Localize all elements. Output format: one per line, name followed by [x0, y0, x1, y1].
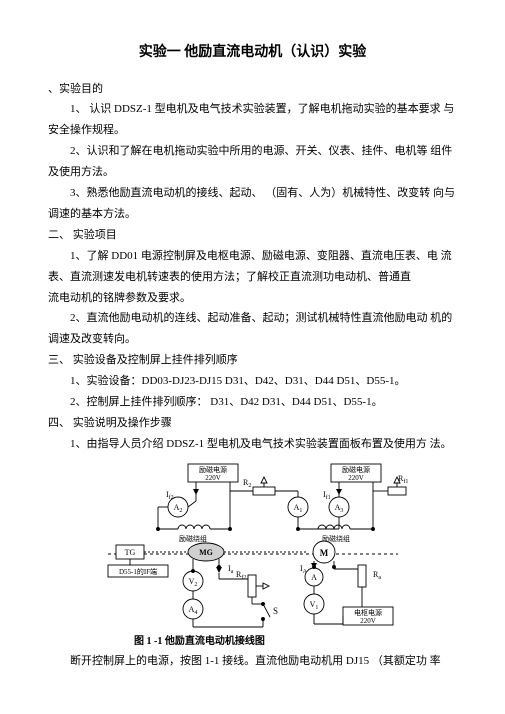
label-d55: D55-1的IF端: [118, 567, 156, 576]
label-电枢电源: 电枢电源: [354, 608, 382, 617]
label-ia-bl: Ia: [228, 564, 234, 575]
label-220v-l: 220V: [205, 474, 221, 482]
sec1-p1: 1、 认识 DDSZ-1 型电机及电气技术实验装置，了解电机拖动实验的基本要求 …: [48, 99, 457, 141]
meter-a-br: A: [311, 573, 317, 582]
sec2-p2: 2、直流他励电动机的连线、起动准备、起动；测试机械特性直流他励电动 机的调速及改…: [48, 308, 457, 350]
label-r2: R2: [243, 478, 251, 489]
label-mg: MG: [199, 548, 213, 557]
label-s: S: [273, 606, 278, 616]
footer-p: 断开控制屏上的电源，按图 1-1 接线。直流他励电动机用 DJ15 （其额定功 …: [48, 651, 457, 672]
label-励磁绕组-l: 励磁绕组: [179, 534, 207, 543]
label-220v-r: 220V: [348, 474, 364, 482]
label-r-br: Ra: [373, 570, 381, 581]
sec4-head: 四、 实验说明及操作步骤: [48, 413, 457, 434]
page-title: 实验一 他励直流电动机（认识）实验: [48, 40, 457, 67]
label-励磁电源-l: 励磁电源: [199, 465, 227, 474]
label-m: M: [319, 548, 328, 558]
label-ia-r: If1: [323, 490, 331, 501]
sec3-p2: 2、控制屏上挂件排列顺序： D31、D42 D31、D44 D51、D55-1。: [48, 392, 457, 413]
label-励磁电源-r: 励磁电源: [342, 465, 370, 474]
sec2-p1: 1、了解 DD01 电源控制屏及电枢电源、励磁电源、变阻器、直流电压表、电 流表…: [48, 246, 457, 288]
sec3-head: 三、 实验设备及控制屏上挂件排列顺序: [48, 350, 457, 371]
sec1-p2: 2、认识和了解在电机拖动实验中所用的电源、开关、仪表、挂件、电机等 组件及使用方…: [48, 141, 457, 183]
sec4-p1: 1、由指导人员介绍 DDSZ-1 型电机及电气技术实验装置面板布置及使用方 法。: [48, 434, 457, 455]
circuit-figure: 励磁电源 220V If2 R2 励磁电源 220V: [48, 459, 457, 651]
sec1-p3: 3、熟悉他励直流电动机的接线、起动、 （固有、人为）机械特性、改变转 向与调速的…: [48, 183, 457, 225]
label-220v-br: 220V: [360, 617, 376, 625]
figure-caption: 图 1 -1 他励直流电动机接线图: [48, 632, 457, 651]
sec2-p1b: 流电动机的铭牌参数及要求。: [48, 288, 457, 309]
label-tg: TG: [124, 548, 135, 557]
sec2-head: 二、 实验项目: [48, 225, 457, 246]
sec1-head: 、实验目的: [48, 79, 457, 100]
sec3-p1: 1、实验设备：DD03-DJ23-DJ15 D31、D42、D31、D44 D5…: [48, 371, 457, 392]
